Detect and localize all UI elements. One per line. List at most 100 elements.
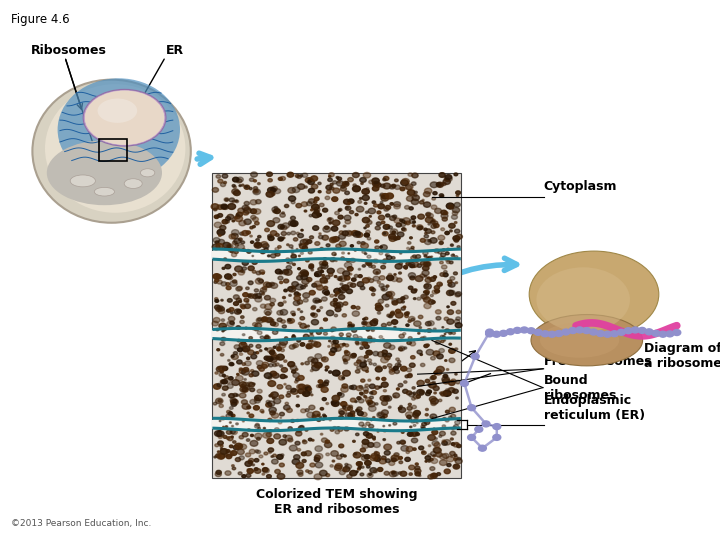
Circle shape [417,298,421,300]
Circle shape [270,357,277,362]
Circle shape [389,345,395,349]
Circle shape [228,437,233,441]
Circle shape [431,205,437,210]
Circle shape [215,431,222,436]
Circle shape [300,323,307,328]
Circle shape [302,273,308,278]
Circle shape [390,185,395,189]
Circle shape [527,328,535,334]
Circle shape [266,356,273,361]
Circle shape [354,453,356,455]
Circle shape [440,273,445,276]
Circle shape [248,208,251,210]
Circle shape [431,356,436,360]
Circle shape [356,366,361,369]
Circle shape [394,237,398,240]
Circle shape [375,303,381,307]
Circle shape [253,187,258,190]
Circle shape [268,376,272,379]
Circle shape [389,315,392,318]
Circle shape [211,204,219,210]
Circle shape [392,231,395,234]
Circle shape [253,189,258,193]
Circle shape [330,184,333,186]
Circle shape [237,177,243,182]
Circle shape [322,357,325,360]
Circle shape [395,264,402,269]
Circle shape [405,315,408,318]
Circle shape [284,289,287,292]
Circle shape [408,273,415,278]
Circle shape [413,392,416,394]
Circle shape [425,188,432,194]
Circle shape [400,366,407,371]
Circle shape [368,401,372,404]
Circle shape [234,251,238,254]
Circle shape [339,333,343,336]
Circle shape [369,384,375,389]
Circle shape [220,445,223,447]
Circle shape [307,329,310,330]
Circle shape [328,176,331,177]
Circle shape [456,310,461,314]
Circle shape [426,292,429,294]
Circle shape [418,333,420,334]
Circle shape [291,388,296,392]
Circle shape [242,267,247,270]
Circle shape [237,339,240,342]
Circle shape [290,221,298,226]
Circle shape [320,247,323,249]
Circle shape [366,322,372,327]
Circle shape [235,244,238,246]
Circle shape [338,428,343,431]
Circle shape [356,462,362,466]
Circle shape [383,261,386,264]
Circle shape [215,372,218,374]
Circle shape [443,375,447,378]
Circle shape [240,270,243,272]
Circle shape [263,244,269,248]
Circle shape [296,462,304,468]
Circle shape [338,393,344,397]
Circle shape [439,194,444,197]
Circle shape [329,222,332,224]
Circle shape [266,400,270,403]
Circle shape [253,180,256,182]
Circle shape [356,462,361,465]
Circle shape [336,244,341,248]
Circle shape [407,341,411,345]
Circle shape [233,273,236,275]
Circle shape [456,444,461,448]
Circle shape [420,363,425,367]
Circle shape [253,322,258,326]
Circle shape [231,233,238,239]
Circle shape [238,271,244,275]
Circle shape [271,413,279,418]
Circle shape [386,285,389,287]
Circle shape [217,179,223,183]
Circle shape [275,253,280,256]
Circle shape [426,217,433,223]
Circle shape [219,323,226,329]
Circle shape [271,254,276,258]
Circle shape [276,356,279,359]
Circle shape [359,422,364,426]
Circle shape [271,319,274,321]
Circle shape [284,269,288,273]
Circle shape [426,212,431,216]
Circle shape [297,300,302,304]
Circle shape [398,472,402,474]
Circle shape [370,455,377,461]
Circle shape [312,362,318,366]
Circle shape [548,331,556,337]
Circle shape [441,213,448,219]
Circle shape [343,361,348,364]
Circle shape [301,275,307,280]
Circle shape [358,200,361,204]
Circle shape [672,329,681,335]
Circle shape [403,306,405,308]
Circle shape [256,318,264,323]
Circle shape [638,327,646,333]
Circle shape [287,172,294,177]
Circle shape [240,241,245,244]
